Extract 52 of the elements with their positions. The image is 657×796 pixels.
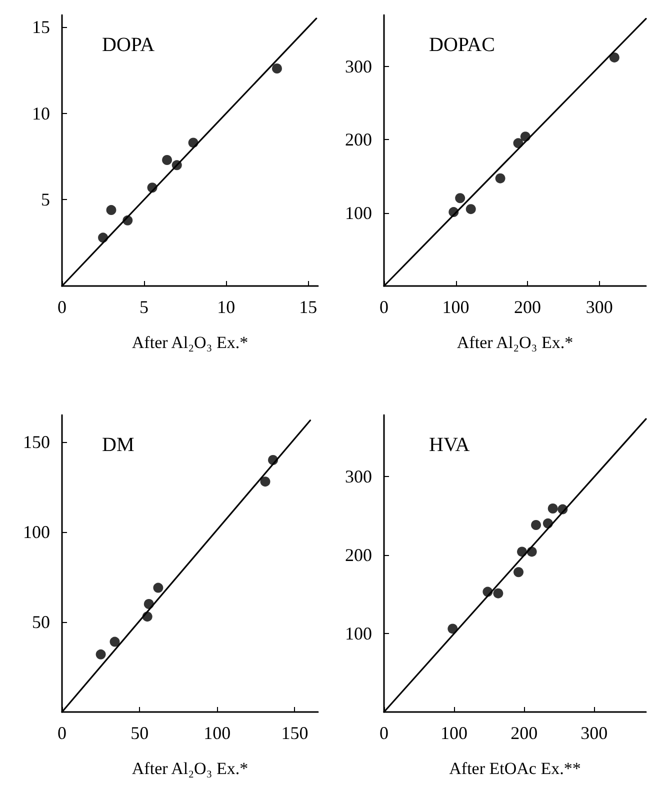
y-tick-label: 100	[345, 202, 372, 223]
x-tick-label: 0	[58, 297, 66, 317]
x-axis-title: After Al₂O₃ Ex.*	[132, 759, 248, 778]
x-tick-label: 15	[299, 297, 318, 317]
point	[609, 52, 620, 62]
x-tick-label: 0	[380, 723, 388, 743]
point	[153, 582, 164, 593]
text: DOPA	[102, 34, 156, 56]
x-tick-label: 300	[580, 723, 608, 743]
y-tick-label: 300	[345, 56, 372, 76]
x-tick-label: 200	[514, 297, 542, 317]
y-tick-label: 300	[345, 466, 372, 486]
x-axis-title: After Al₂O₃ Ex.*	[456, 333, 574, 352]
x-tick-label: 100	[440, 723, 468, 743]
point	[548, 504, 558, 514]
y-tick-label: 5	[41, 190, 50, 210]
y-tick-label: 10	[32, 103, 50, 124]
y-tick-label: 200	[345, 544, 372, 565]
x-tick-label: 200	[510, 723, 538, 743]
point	[493, 588, 504, 598]
x-axis-title: After Al₂O₃ Ex.*	[132, 333, 248, 352]
x-tick-label: 0	[380, 297, 388, 317]
x-axis-title: After EtOAc Ex.**	[449, 759, 581, 778]
text: HVA	[429, 434, 470, 456]
y-tick-label: 150	[23, 432, 50, 452]
point	[96, 649, 106, 660]
point	[110, 636, 120, 647]
y-tick-label: 100	[23, 522, 50, 542]
point	[260, 476, 270, 487]
y-tick-label: 15	[32, 17, 50, 38]
point	[455, 193, 466, 204]
point	[466, 204, 476, 214]
text: DM	[102, 434, 134, 456]
x-tick-label: 100	[442, 297, 470, 317]
point	[448, 624, 458, 634]
x-tick-label: 10	[217, 297, 236, 317]
x-tick-label: 150	[281, 723, 308, 743]
x-tick-label: 300	[586, 297, 613, 317]
y-tick-label: 100	[345, 623, 372, 644]
point	[162, 154, 172, 165]
point	[495, 173, 506, 184]
point	[272, 64, 282, 74]
x-tick-label: 0	[58, 723, 66, 743]
y-tick-label: 200	[345, 130, 372, 150]
x-tick-label: 5	[140, 297, 149, 317]
text: DOPAC	[429, 34, 495, 56]
x-tick-label: 50	[130, 723, 149, 743]
point	[106, 205, 116, 216]
point	[514, 567, 524, 578]
point	[531, 520, 542, 530]
y-tick-label: 50	[32, 612, 50, 632]
x-tick-label: 100	[204, 723, 231, 743]
